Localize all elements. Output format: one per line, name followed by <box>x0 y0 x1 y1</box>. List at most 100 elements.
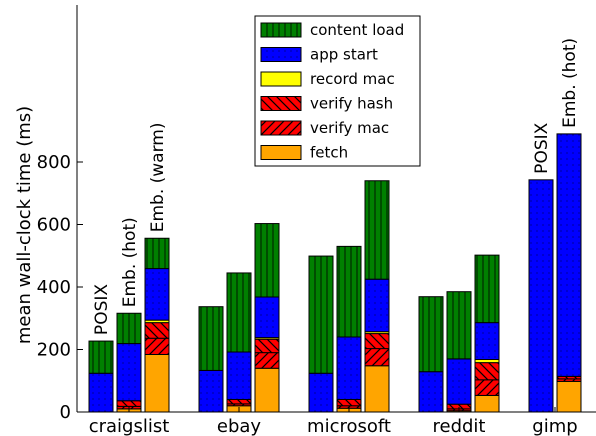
bar-segment-hatch <box>255 339 279 353</box>
bar <box>116 312 142 413</box>
legend-label: fetch <box>310 144 348 162</box>
bar-segment-record-mac <box>255 337 279 340</box>
legend-item: record mac <box>260 70 395 88</box>
bar-segment-hatch <box>557 133 581 377</box>
bar-segment-hatch <box>475 255 499 323</box>
bar-segment-hatch <box>227 403 251 406</box>
legend-item: app start <box>260 46 378 64</box>
bar <box>144 237 170 413</box>
bar-segment-outline <box>144 237 170 270</box>
bar-segment-hatch <box>365 180 389 280</box>
legend-swatch-outline <box>260 22 302 38</box>
bar-segment-outline <box>88 340 114 374</box>
y-tick-label: 800 <box>37 152 71 173</box>
group-gimp <box>528 133 582 413</box>
bar-segment-outline <box>254 223 280 298</box>
bar-segment-record-mac <box>145 320 169 323</box>
x-tick-label: gimp <box>532 416 577 436</box>
bar-segment-hatch <box>557 378 581 382</box>
bar <box>556 133 582 413</box>
bar-segment-hatch <box>337 246 361 337</box>
bar-segment-hatch <box>337 399 361 406</box>
bar-segment-hatch <box>365 348 389 366</box>
bar-segment-hatch <box>227 352 251 400</box>
bar-label: Emb. (warm) <box>148 123 168 233</box>
bar-segment-hatch <box>475 322 499 360</box>
bar-segment-hatch <box>309 373 333 412</box>
bar <box>474 254 500 413</box>
bar-segment-hatch <box>145 268 169 321</box>
legend-swatch <box>261 145 301 160</box>
x-tick-label: reddit <box>433 416 486 436</box>
y-axis-label: mean wall-clock time (ms) <box>14 106 35 344</box>
bar-segment-hatch <box>419 371 443 412</box>
bar-segment-hatch <box>89 341 113 374</box>
legend-swatch-hatch <box>261 121 301 135</box>
bar-segment-hatch <box>365 333 389 349</box>
bar-label: Emb. (hot) <box>120 217 140 307</box>
legend-swatch-outline <box>260 96 302 111</box>
bar-segment-outline <box>116 312 142 345</box>
bar-segment-record-mac <box>475 359 499 363</box>
bar-segment-hatch <box>199 306 223 371</box>
bar-segment-hatch <box>255 352 279 369</box>
legend: content load app start record mac verify ha… <box>254 15 421 167</box>
group-microsoft <box>308 180 390 413</box>
bar-segment-hatch <box>475 379 499 396</box>
bar-segment-outline <box>336 245 362 338</box>
legend-item: content load <box>260 21 404 39</box>
bar-segment-hatch <box>447 358 471 405</box>
bar-segment-outline <box>556 133 582 377</box>
bar <box>254 223 280 413</box>
x-tick-label: craigslist <box>89 416 170 436</box>
y-tick-label: 600 <box>37 215 71 236</box>
bar-segment-hatch <box>447 404 471 409</box>
bar-segment-outline <box>418 296 444 373</box>
legend-swatch-outline <box>260 145 302 160</box>
bar-segment-outline <box>308 255 334 374</box>
bar-segment-outline <box>226 272 252 353</box>
bar <box>88 340 114 413</box>
bar-segment-hatch <box>145 322 169 339</box>
bar <box>198 306 224 413</box>
bar <box>528 179 554 413</box>
legend-label: app start <box>310 46 378 64</box>
bar-segment-hatch <box>199 370 223 412</box>
legend-item: fetch <box>260 144 348 162</box>
bar-label: POSIX <box>532 122 552 173</box>
bar-segment-fetch <box>145 354 169 412</box>
legend-swatch-hatch <box>261 23 301 37</box>
bar-segment-hatch <box>419 296 443 372</box>
x-tick-label: ebay <box>217 416 262 436</box>
group-craigslist <box>88 237 170 413</box>
bar-segment-hatch <box>117 400 141 407</box>
bar-labels-layer: POSIX Emb. (hot) Emb. (warm) POSIX Emb. (hot… <box>92 38 580 335</box>
legend-box <box>254 15 421 167</box>
bar-segment-fetch <box>557 381 581 412</box>
bar-segment-hatch <box>117 313 141 344</box>
bar-segment-outline <box>364 180 390 280</box>
bar-segment-outline <box>474 254 500 324</box>
group-ebay <box>198 223 280 413</box>
bar-segment-hatch <box>117 343 141 401</box>
bar-segment-hatch <box>557 376 581 379</box>
legend-swatch-outline <box>260 120 302 136</box>
legend-swatch <box>261 72 301 86</box>
bar <box>418 296 444 413</box>
bar <box>364 180 390 413</box>
bar-segment-hatch <box>89 373 113 412</box>
bar-segment-outline <box>198 306 224 371</box>
legend-label: record mac <box>310 70 395 88</box>
legend-swatch-outline <box>260 71 302 87</box>
bar-segment-fetch <box>255 368 279 412</box>
bar-segment-hatch <box>447 291 471 359</box>
bar-label: POSIX <box>92 284 112 335</box>
legend-label: verify hash <box>310 95 393 113</box>
bar-segment-hatch <box>475 362 499 380</box>
y-tick-label: 400 <box>37 277 71 298</box>
legend-label: content load <box>310 21 404 39</box>
bar-segment-hatch <box>145 238 169 269</box>
bar-segment-hatch <box>255 223 279 297</box>
